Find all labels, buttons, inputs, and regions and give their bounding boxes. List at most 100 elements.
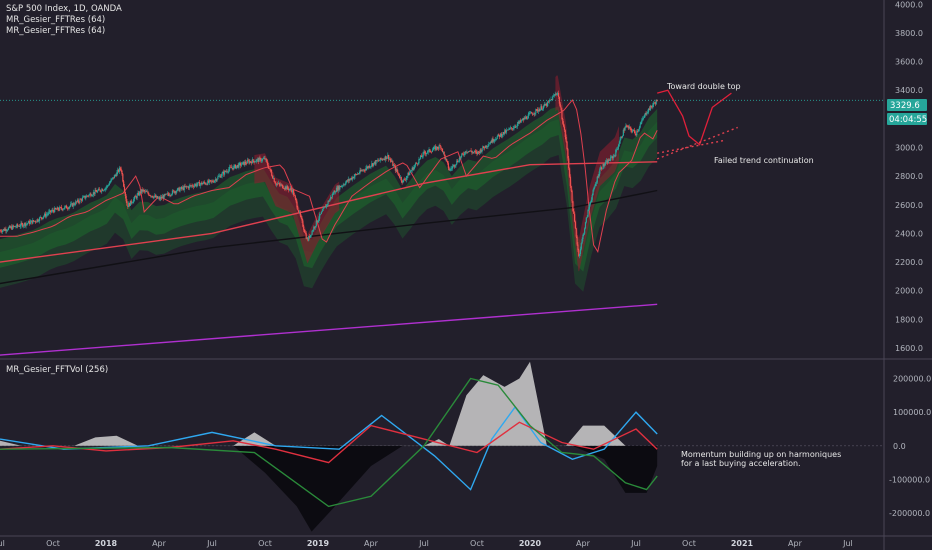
candle-body [177, 187, 179, 189]
candle-body [276, 183, 278, 185]
candle-body [483, 147, 486, 149]
candle-body [95, 190, 97, 192]
candle-body [252, 159, 254, 162]
candle-body [575, 228, 577, 237]
candle-body [620, 136, 622, 140]
candle-body [392, 161, 394, 166]
indicator-label[interactable]: MR_Gesier_FFTRes (64) [6, 26, 106, 36]
candle-body [243, 161, 245, 166]
candle-body [195, 184, 197, 186]
y-tick-label: 3600.0 [895, 58, 923, 67]
price-pane[interactable] [0, 75, 884, 356]
candle-body [324, 206, 327, 208]
chart-title[interactable]: S&P 500 Index, 1D, OANDA [6, 4, 122, 14]
candle-body [249, 161, 251, 164]
candle-body [244, 161, 246, 166]
candle-body [96, 191, 98, 193]
sub-pane-title[interactable]: MR_Gesier_FFTVol (256) [6, 365, 109, 375]
candle-body [362, 169, 365, 171]
candle-body [529, 113, 531, 114]
candle-body [49, 210, 51, 212]
candle-body [515, 126, 518, 127]
candle-body [55, 209, 57, 210]
oscillator-area-black [0, 445, 658, 532]
candle-body [631, 130, 633, 132]
candle-body [547, 101, 549, 107]
candle-body [332, 194, 334, 195]
candle-body [558, 96, 561, 104]
candle-body [344, 184, 346, 186]
candle-body [246, 160, 248, 164]
candle-body [265, 159, 267, 160]
candle-body [466, 151, 468, 153]
candle-body [56, 207, 58, 210]
candle-body [143, 189, 145, 191]
candle-body [76, 199, 78, 202]
candle-body [325, 204, 327, 208]
price-tag: 3329.6 04:04:55 [887, 99, 927, 125]
candle-body [601, 168, 603, 170]
candle-body [590, 199, 592, 203]
candle-body [60, 207, 63, 209]
candle-body [99, 189, 101, 192]
candle-body [399, 177, 402, 178]
candle-body [261, 158, 264, 161]
candle-body [295, 198, 297, 202]
candle-body [83, 196, 85, 197]
candle-body [292, 189, 295, 196]
candle-body [152, 197, 154, 198]
candle-body [351, 178, 353, 180]
candle-body [121, 170, 123, 175]
candle-body [538, 109, 540, 112]
candle-body [639, 124, 641, 128]
candle-body [150, 195, 153, 197]
candle-body [437, 148, 439, 149]
candle-body [38, 217, 41, 222]
candle-body [593, 187, 595, 191]
candle-body [302, 220, 304, 227]
red-band [555, 75, 620, 272]
candle-body [416, 163, 418, 165]
candle-body [102, 189, 104, 191]
candle-body [234, 164, 236, 166]
candle-body [108, 183, 110, 186]
candle-body [528, 113, 530, 115]
candle-body [190, 185, 192, 186]
candle-body [230, 167, 232, 169]
candle-body [425, 153, 427, 155]
candle-body [250, 161, 252, 162]
candle-body [579, 248, 582, 255]
candle-body [74, 204, 76, 206]
price-tag-countdown: 04:04:55 [889, 115, 927, 125]
candle-body [326, 204, 328, 206]
candle-body [612, 155, 614, 159]
candle-body [351, 177, 354, 180]
indicator-label[interactable]: MR_Gesier_FFTRes (64) [6, 15, 106, 25]
moving-average-black_long [0, 189, 658, 285]
candle-body [589, 203, 591, 208]
candle-body [14, 226, 16, 227]
candle-body [348, 179, 350, 181]
candle-body [107, 185, 109, 187]
candle-body [3, 229, 5, 231]
candle-body [510, 127, 512, 129]
candle-body [138, 192, 140, 196]
candle-body [173, 190, 175, 193]
oscillator-pane[interactable] [0, 361, 884, 532]
candle-body [637, 131, 639, 132]
candle-body [594, 186, 596, 188]
candle-body [603, 163, 605, 166]
y-tick-label: 3000.0 [895, 143, 923, 152]
candle-body [286, 186, 288, 190]
candle-body [443, 151, 445, 155]
candle-body [582, 234, 584, 240]
candle-body [224, 170, 227, 172]
candle-body [103, 189, 105, 191]
candle-body [314, 227, 316, 228]
candle-body [97, 188, 100, 191]
candle-body [561, 110, 563, 120]
candle-body [524, 117, 526, 119]
candle-body [357, 173, 359, 175]
annotation-momentum-1: Momentum building up on harmoniques [681, 450, 841, 459]
